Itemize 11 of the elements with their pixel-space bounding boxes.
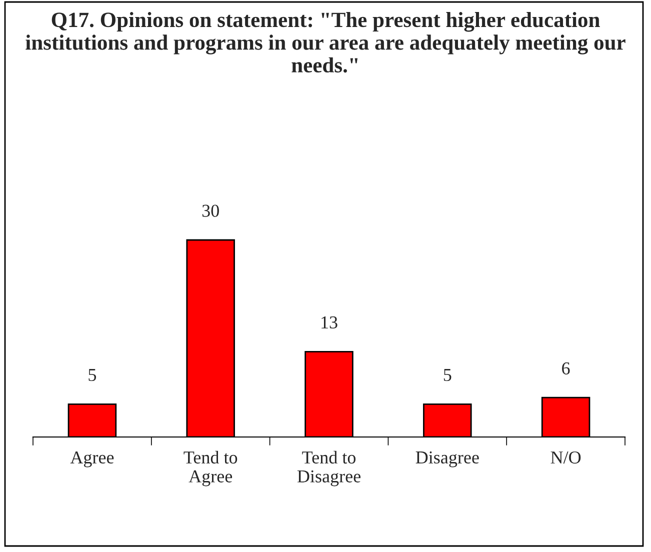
chart-title: Q17. Opinions on statement: "The present higher education institutions and programs in our area are adequately meeting our needs." <box>26 12 626 73</box>
x-tick-label: Agree <box>70 451 114 468</box>
x-tick-label: Tend to Disagree <box>297 450 360 486</box>
x-tick-label: N/O <box>550 451 581 464</box>
x-tick-label: Disagree <box>416 451 479 468</box>
data-label: 30 <box>202 204 219 217</box>
x-tick-label: Tend to Agree <box>184 450 238 486</box>
data-label: 5 <box>88 369 96 382</box>
data-label: 13 <box>322 316 338 329</box>
data-label: 5 <box>444 369 452 382</box>
data-label: 6 <box>562 362 570 374</box>
